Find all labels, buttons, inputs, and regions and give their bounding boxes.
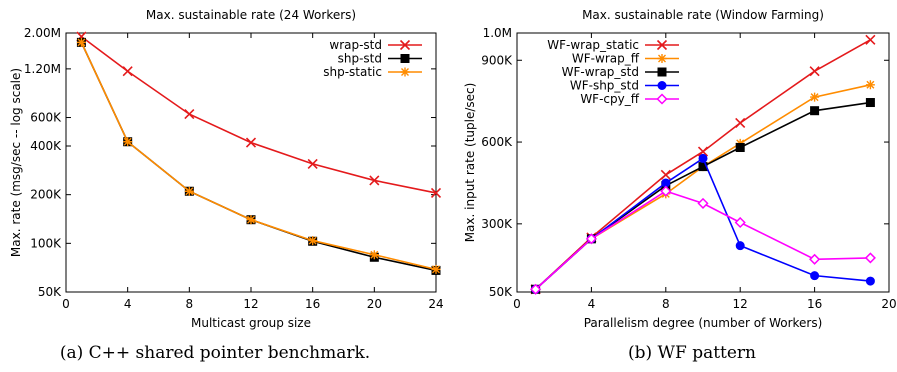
series-shp-static (76, 37, 441, 274)
legend-marker (657, 54, 667, 63)
y-tick-label: 300K (481, 217, 513, 231)
data-point (734, 216, 746, 229)
data-point (369, 175, 380, 186)
legend-label: WF-wrap_ff (572, 52, 640, 66)
y-tick-label: 2.00M (24, 26, 61, 40)
x-tick-label: 0 (513, 297, 521, 311)
data-point (865, 34, 876, 45)
data-point (184, 109, 195, 120)
data-point (430, 187, 442, 198)
data-point (735, 241, 745, 251)
series-WF-cpy_ff (530, 185, 876, 295)
data-point (308, 236, 318, 246)
x-tick-label: 12 (733, 297, 748, 311)
legend-label: WF-cpy_ff (580, 92, 639, 106)
plot-frame (516, 32, 890, 293)
legend-marker (400, 67, 410, 77)
y-tick-label: 200K (30, 188, 62, 202)
data-point (245, 137, 257, 148)
chart-wf-pattern: 0 4 8 12 16 20 50K 300K 600K 900K 1.0M Max. sustain… (463, 8, 897, 363)
data-point (865, 80, 875, 90)
data-point (246, 215, 256, 225)
y-tick-label: 600K (30, 111, 62, 125)
chart-shared-pointer-benchmark: 0 4 8 12 16 20 24 50K 100K 200K 400K 600K 1.20M 2.00M… (9, 8, 444, 363)
data-point (810, 271, 820, 281)
data-point (810, 92, 820, 102)
chart-title: Max. sustainable rate (Window Farming) (582, 8, 824, 22)
series-WF-shp_std (531, 153, 875, 294)
y-tick-label: 1.0M (483, 26, 512, 40)
series-line (535, 101, 871, 290)
y-tick-label: 100K (30, 236, 62, 250)
y-tick-label: 50K (38, 285, 62, 299)
x-tick-label: 8 (662, 297, 670, 311)
legend-label: WF-wrap_static (547, 38, 639, 52)
legend-label: shp-std (338, 52, 382, 66)
data-point (660, 185, 672, 197)
legend-label: WF-shp_std (570, 79, 639, 93)
x-tick-label: 20 (881, 297, 896, 311)
data-point (184, 186, 194, 196)
x-axis-label: Parallelism degree (number of Workers) (584, 316, 823, 330)
data-point (585, 233, 597, 245)
figure-caption: (a) C++ shared pointer benchmark. (60, 343, 370, 363)
data-point (809, 66, 820, 77)
data-point (530, 283, 542, 295)
data-point (809, 253, 821, 265)
data-point (307, 158, 318, 169)
figure-caption: (b) WF pattern (628, 343, 756, 363)
x-tick-label: 8 (186, 297, 194, 311)
legend-label: WF-wrap_std (562, 65, 639, 79)
series-line (80, 35, 437, 194)
legend-marker (657, 67, 667, 77)
x-axis-label: Multicast group size (191, 316, 311, 330)
data-point (697, 146, 709, 157)
y-tick-label: 600K (481, 135, 513, 149)
data-point (865, 98, 875, 108)
x-tick-label: 0 (62, 297, 70, 311)
x-tick-label: 16 (305, 297, 320, 311)
y-tick-label: 50K (489, 285, 513, 299)
data-point (122, 66, 133, 77)
y-axis-label: Max. input rate (tuple/sec) (463, 83, 477, 243)
legend-label: wrap-std (329, 38, 382, 52)
data-point (810, 106, 820, 116)
series-WF-wrap_std (531, 98, 875, 294)
data-point (369, 250, 379, 260)
data-point (735, 117, 746, 129)
y-tick-label: 400K (30, 139, 62, 153)
legend-marker (657, 81, 667, 90)
data-point (698, 153, 708, 163)
chart-title: Max. sustainable rate (24 Workers) (146, 8, 356, 22)
y-tick-label: 1.20M (24, 62, 61, 76)
legend-marker (400, 54, 410, 63)
x-tick-label: 16 (807, 297, 822, 311)
data-point (660, 169, 671, 180)
legend-marker (656, 39, 668, 51)
legend-label: shp-static (323, 65, 382, 79)
series-WF-wrap_ff (531, 80, 875, 294)
data-point (865, 276, 875, 286)
data-point (697, 197, 709, 209)
x-tick-label: 24 (428, 297, 443, 311)
data-point (123, 137, 133, 147)
x-tick-label: 4 (588, 297, 596, 311)
data-point (864, 252, 876, 264)
x-tick-label: 12 (243, 297, 258, 311)
x-tick-label: 20 (367, 297, 382, 311)
legend-marker (399, 39, 411, 51)
data-point (431, 264, 441, 274)
y-tick-label: 900K (481, 53, 513, 67)
legend-marker (656, 93, 668, 105)
series-line (535, 157, 871, 290)
data-point (76, 37, 86, 47)
series-wrap-std (76, 31, 442, 198)
y-axis-label: Max. rate (msg/sec -- log scale) (9, 68, 23, 257)
x-tick-label: 4 (124, 297, 132, 311)
data-point (735, 143, 745, 153)
